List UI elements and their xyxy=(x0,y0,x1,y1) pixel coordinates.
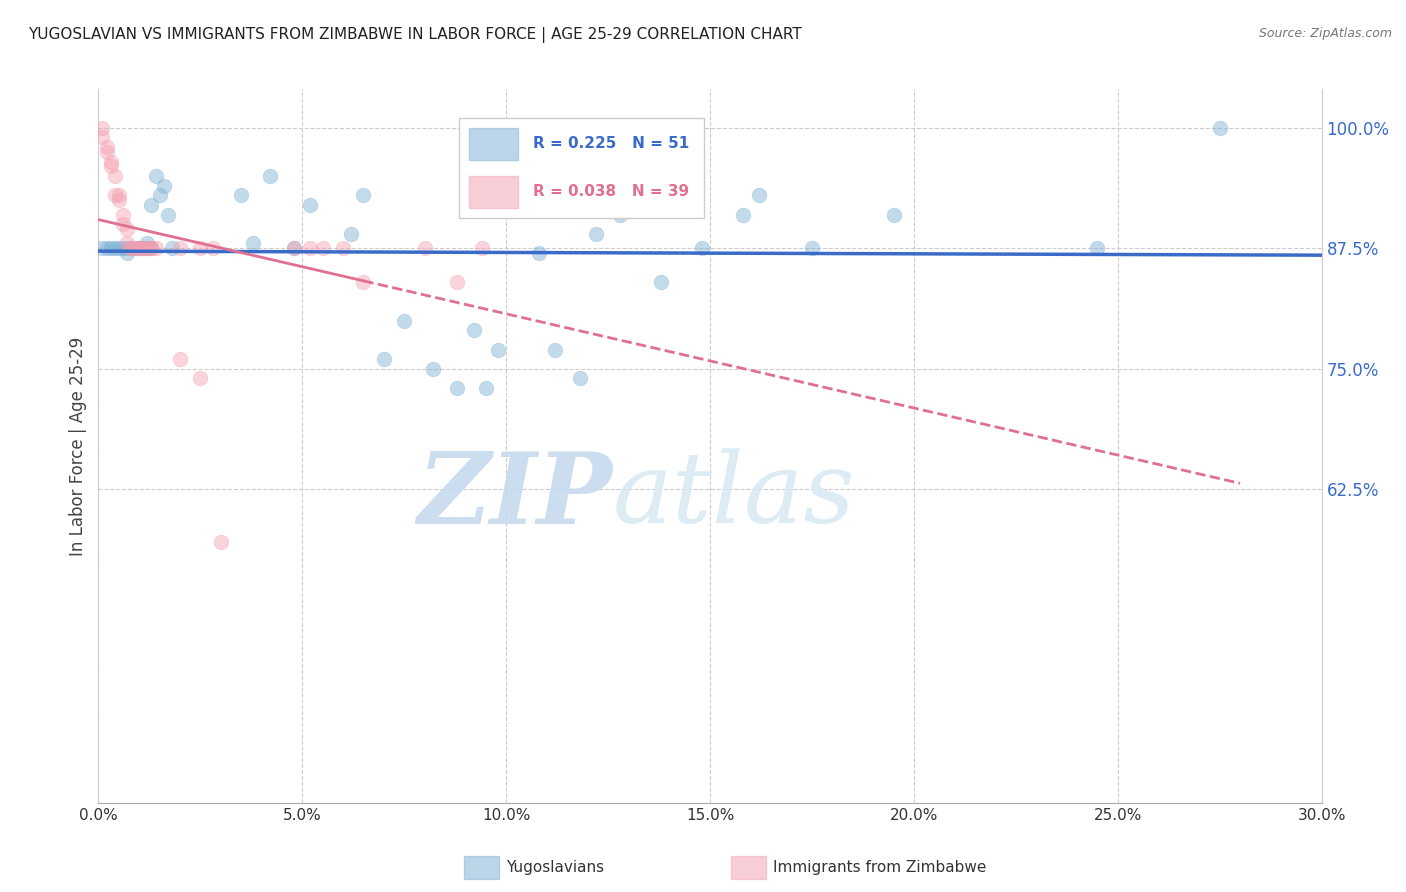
Point xyxy=(299,241,322,255)
Point xyxy=(1209,120,1232,135)
Point xyxy=(188,241,212,255)
Point xyxy=(1085,241,1108,255)
Point xyxy=(169,241,191,255)
Point xyxy=(474,381,498,395)
Point xyxy=(91,130,114,145)
Point xyxy=(446,275,468,289)
Point xyxy=(132,241,155,255)
Text: atlas: atlas xyxy=(612,449,855,543)
Point xyxy=(132,241,155,255)
Point xyxy=(149,188,172,202)
Point xyxy=(463,323,485,337)
Point xyxy=(132,241,155,255)
Point xyxy=(91,120,114,135)
Point xyxy=(544,343,567,357)
Point xyxy=(108,241,131,255)
Y-axis label: In Labor Force | Age 25-29: In Labor Force | Age 25-29 xyxy=(69,336,87,556)
Point xyxy=(259,169,281,183)
Point xyxy=(299,198,322,212)
Point xyxy=(169,352,191,367)
Text: Yugoslavians: Yugoslavians xyxy=(506,861,605,875)
Point xyxy=(209,535,232,549)
Point xyxy=(152,178,174,193)
Point xyxy=(626,188,648,202)
Point xyxy=(120,241,142,255)
Point xyxy=(690,241,713,255)
Point xyxy=(883,208,905,222)
Point xyxy=(352,188,374,202)
Point xyxy=(650,275,672,289)
Point xyxy=(120,241,142,255)
Point xyxy=(120,241,142,255)
Point xyxy=(471,241,494,255)
Point xyxy=(104,188,127,202)
Point xyxy=(136,241,159,255)
Point xyxy=(128,241,150,255)
Point xyxy=(731,208,754,222)
Point xyxy=(422,362,444,376)
Point xyxy=(96,241,118,255)
Point xyxy=(568,371,591,385)
Point xyxy=(100,154,122,169)
Point xyxy=(340,227,363,241)
Point xyxy=(446,381,468,395)
Text: Immigrants from Zimbabwe: Immigrants from Zimbabwe xyxy=(773,861,987,875)
Point xyxy=(115,236,138,251)
Point xyxy=(115,222,138,236)
Point xyxy=(392,313,416,327)
Point xyxy=(585,227,607,241)
Point xyxy=(141,241,163,255)
Point xyxy=(201,241,224,255)
Point xyxy=(100,159,122,173)
Point xyxy=(188,371,212,385)
Point xyxy=(231,188,253,202)
Point xyxy=(141,241,163,255)
Point xyxy=(145,169,167,183)
Point xyxy=(283,241,305,255)
Point xyxy=(160,241,183,255)
Text: Source: ZipAtlas.com: Source: ZipAtlas.com xyxy=(1258,27,1392,40)
Point xyxy=(352,275,374,289)
Point xyxy=(145,241,167,255)
Point xyxy=(108,193,131,207)
Text: ZIP: ZIP xyxy=(418,448,612,544)
Point xyxy=(128,241,150,255)
Point xyxy=(128,241,150,255)
Point xyxy=(156,208,179,222)
Point xyxy=(283,241,305,255)
Point xyxy=(111,208,134,222)
Text: YUGOSLAVIAN VS IMMIGRANTS FROM ZIMBABWE IN LABOR FORCE | AGE 25-29 CORRELATION C: YUGOSLAVIAN VS IMMIGRANTS FROM ZIMBABWE … xyxy=(28,27,801,43)
Point xyxy=(748,188,770,202)
Point xyxy=(104,241,127,255)
Point xyxy=(115,241,138,255)
Point xyxy=(373,352,395,367)
Point xyxy=(486,343,509,357)
Point xyxy=(136,241,159,255)
Point xyxy=(108,188,131,202)
Point xyxy=(136,236,159,251)
Point xyxy=(141,241,163,255)
Point xyxy=(91,241,114,255)
Point xyxy=(111,241,134,255)
Point xyxy=(609,208,631,222)
Point xyxy=(141,198,163,212)
Point xyxy=(104,169,127,183)
Point xyxy=(128,241,150,255)
Point xyxy=(115,246,138,260)
Point xyxy=(312,241,335,255)
Point xyxy=(96,140,118,154)
Point xyxy=(413,241,436,255)
Point xyxy=(100,241,122,255)
Point xyxy=(111,217,134,231)
Point xyxy=(332,241,354,255)
Point xyxy=(242,236,264,251)
Point xyxy=(124,241,146,255)
Point xyxy=(527,246,550,260)
Point xyxy=(801,241,824,255)
Point xyxy=(124,241,146,255)
Point xyxy=(132,241,155,255)
Point xyxy=(96,145,118,159)
